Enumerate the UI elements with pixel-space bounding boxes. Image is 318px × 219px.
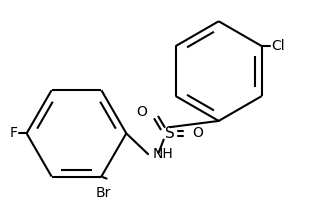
Text: O: O bbox=[193, 126, 204, 140]
Text: O: O bbox=[136, 105, 147, 118]
Text: F: F bbox=[9, 126, 17, 140]
Text: NH: NH bbox=[152, 147, 173, 161]
Text: Cl: Cl bbox=[271, 39, 285, 53]
Text: Br: Br bbox=[96, 186, 111, 200]
Text: S: S bbox=[165, 126, 175, 141]
